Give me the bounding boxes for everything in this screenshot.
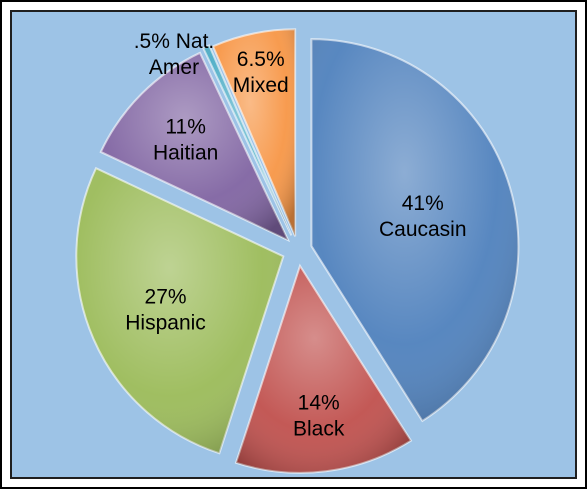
pie-label-name: Amer — [149, 56, 199, 79]
pie-label-name: Black — [293, 418, 345, 441]
pie-label-black: 14% Black — [293, 392, 345, 441]
pie-label-hispanic: 27% Hispanic — [125, 285, 206, 334]
pie-label-name: Caucasin — [379, 218, 467, 241]
pie-label-percent: .5% Nat. — [134, 30, 215, 53]
pie-label-percent: 27% — [145, 285, 187, 308]
pie-slice-highlight-nat-amer — [203, 45, 292, 236]
pie-label-name: Mixed — [233, 74, 289, 97]
pie-slice-highlight-hispanic — [76, 168, 284, 454]
pie-label-caucasin: 41% Caucasin — [379, 192, 467, 241]
pie-label-name: Haitian — [153, 142, 218, 165]
pie-label-haitian: 11% Haitian — [153, 116, 218, 165]
pie-label-mixed: 6.5% Mixed — [233, 48, 289, 97]
pie-slice-highlight-mixed — [212, 29, 296, 237]
pie-label-percent: 41% — [402, 192, 444, 215]
pie-label-name: Hispanic — [125, 311, 206, 334]
pie-slice-highlight-haitian — [100, 52, 289, 241]
pie-label-nat-amer: .5% Nat. Amer — [134, 30, 215, 79]
pie-label-percent: 11% — [165, 116, 205, 139]
pie-slice-highlight-black — [236, 265, 411, 473]
pie-slice-highlight-caucasin — [311, 39, 519, 421]
pie-label-percent: 6.5% — [237, 48, 285, 71]
pie-label-percent: 14% — [298, 392, 340, 415]
